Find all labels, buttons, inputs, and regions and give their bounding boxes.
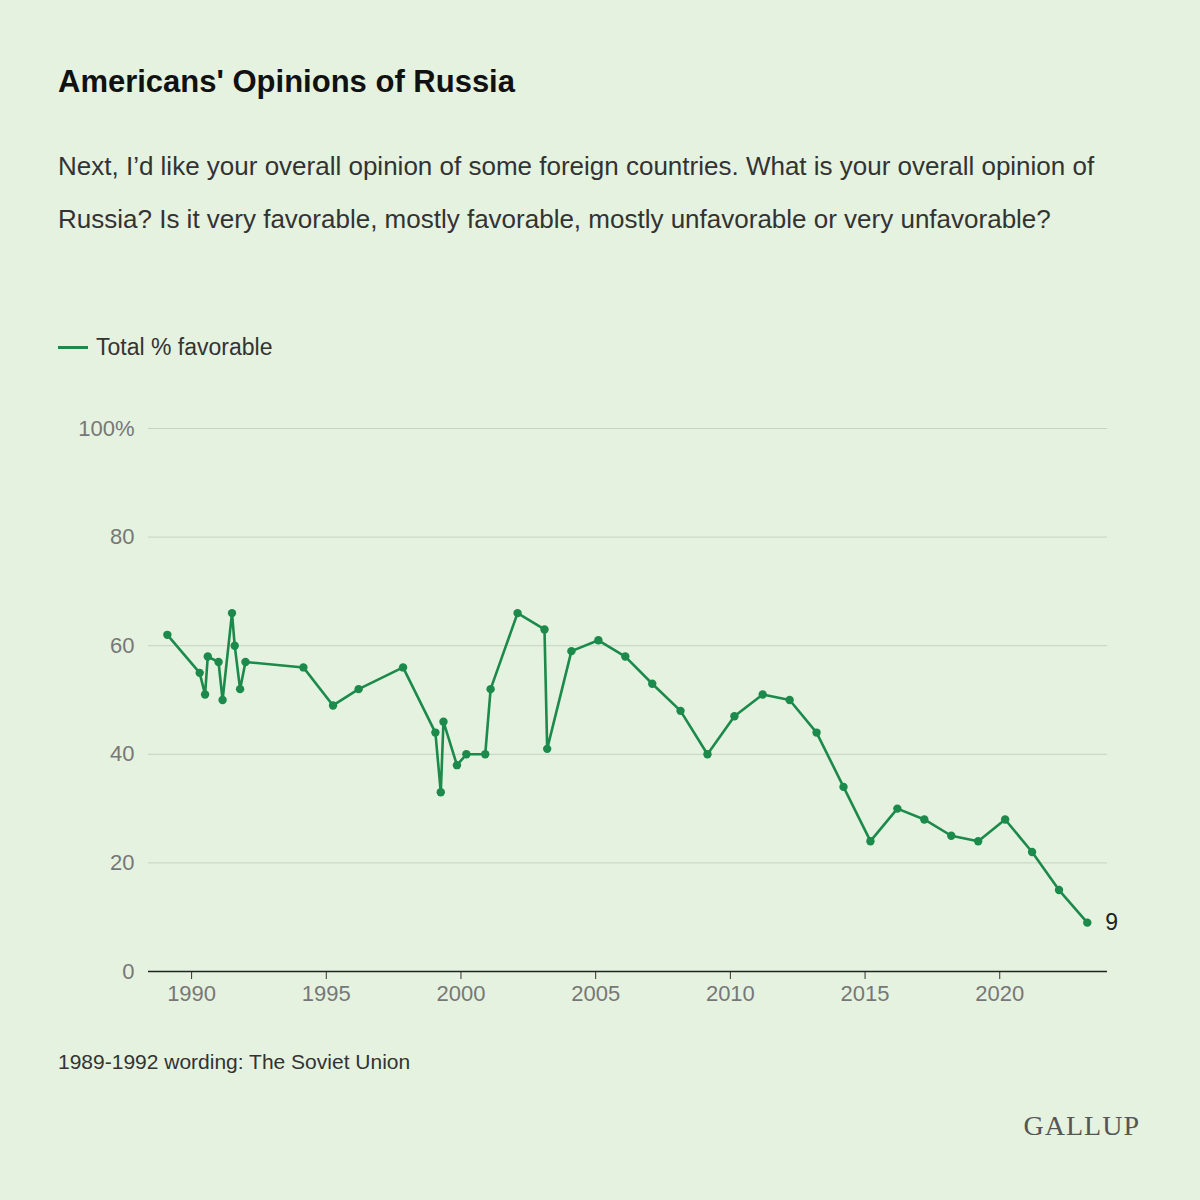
svg-text:20: 20	[110, 850, 134, 875]
svg-text:9: 9	[1105, 909, 1118, 935]
html-text:1989-1992 wording: The Soviet: 1989-1992 wording: The Soviet Union	[58, 1050, 411, 1073]
svg-text:100%: 100%	[78, 416, 134, 441]
html-text:Americans' Opinions of Russia: Americans' Opinions of Russia	[58, 64, 515, 99]
svg-text:0: 0	[122, 959, 134, 984]
svg-text:60: 60	[110, 633, 134, 658]
svg-text:2005: 2005	[571, 981, 620, 1006]
svg-text:1990: 1990	[167, 981, 216, 1006]
svg-text:2000: 2000	[437, 981, 486, 1006]
svg-text:40: 40	[110, 741, 134, 766]
html-text:Total % favorable: Total % favorable	[96, 334, 273, 360]
svg-text:1995: 1995	[302, 981, 351, 1006]
svg-text:2010: 2010	[706, 981, 755, 1006]
svg-text:80: 80	[110, 524, 134, 549]
svg-text:2015: 2015	[841, 981, 890, 1006]
html-text:Next, I’d like your overall op: Next, I’d like your overall opinion of s…	[58, 151, 1095, 234]
svg-text:2020: 2020	[975, 981, 1024, 1006]
html-text:GALLUP: GALLUP	[1023, 1110, 1140, 1141]
